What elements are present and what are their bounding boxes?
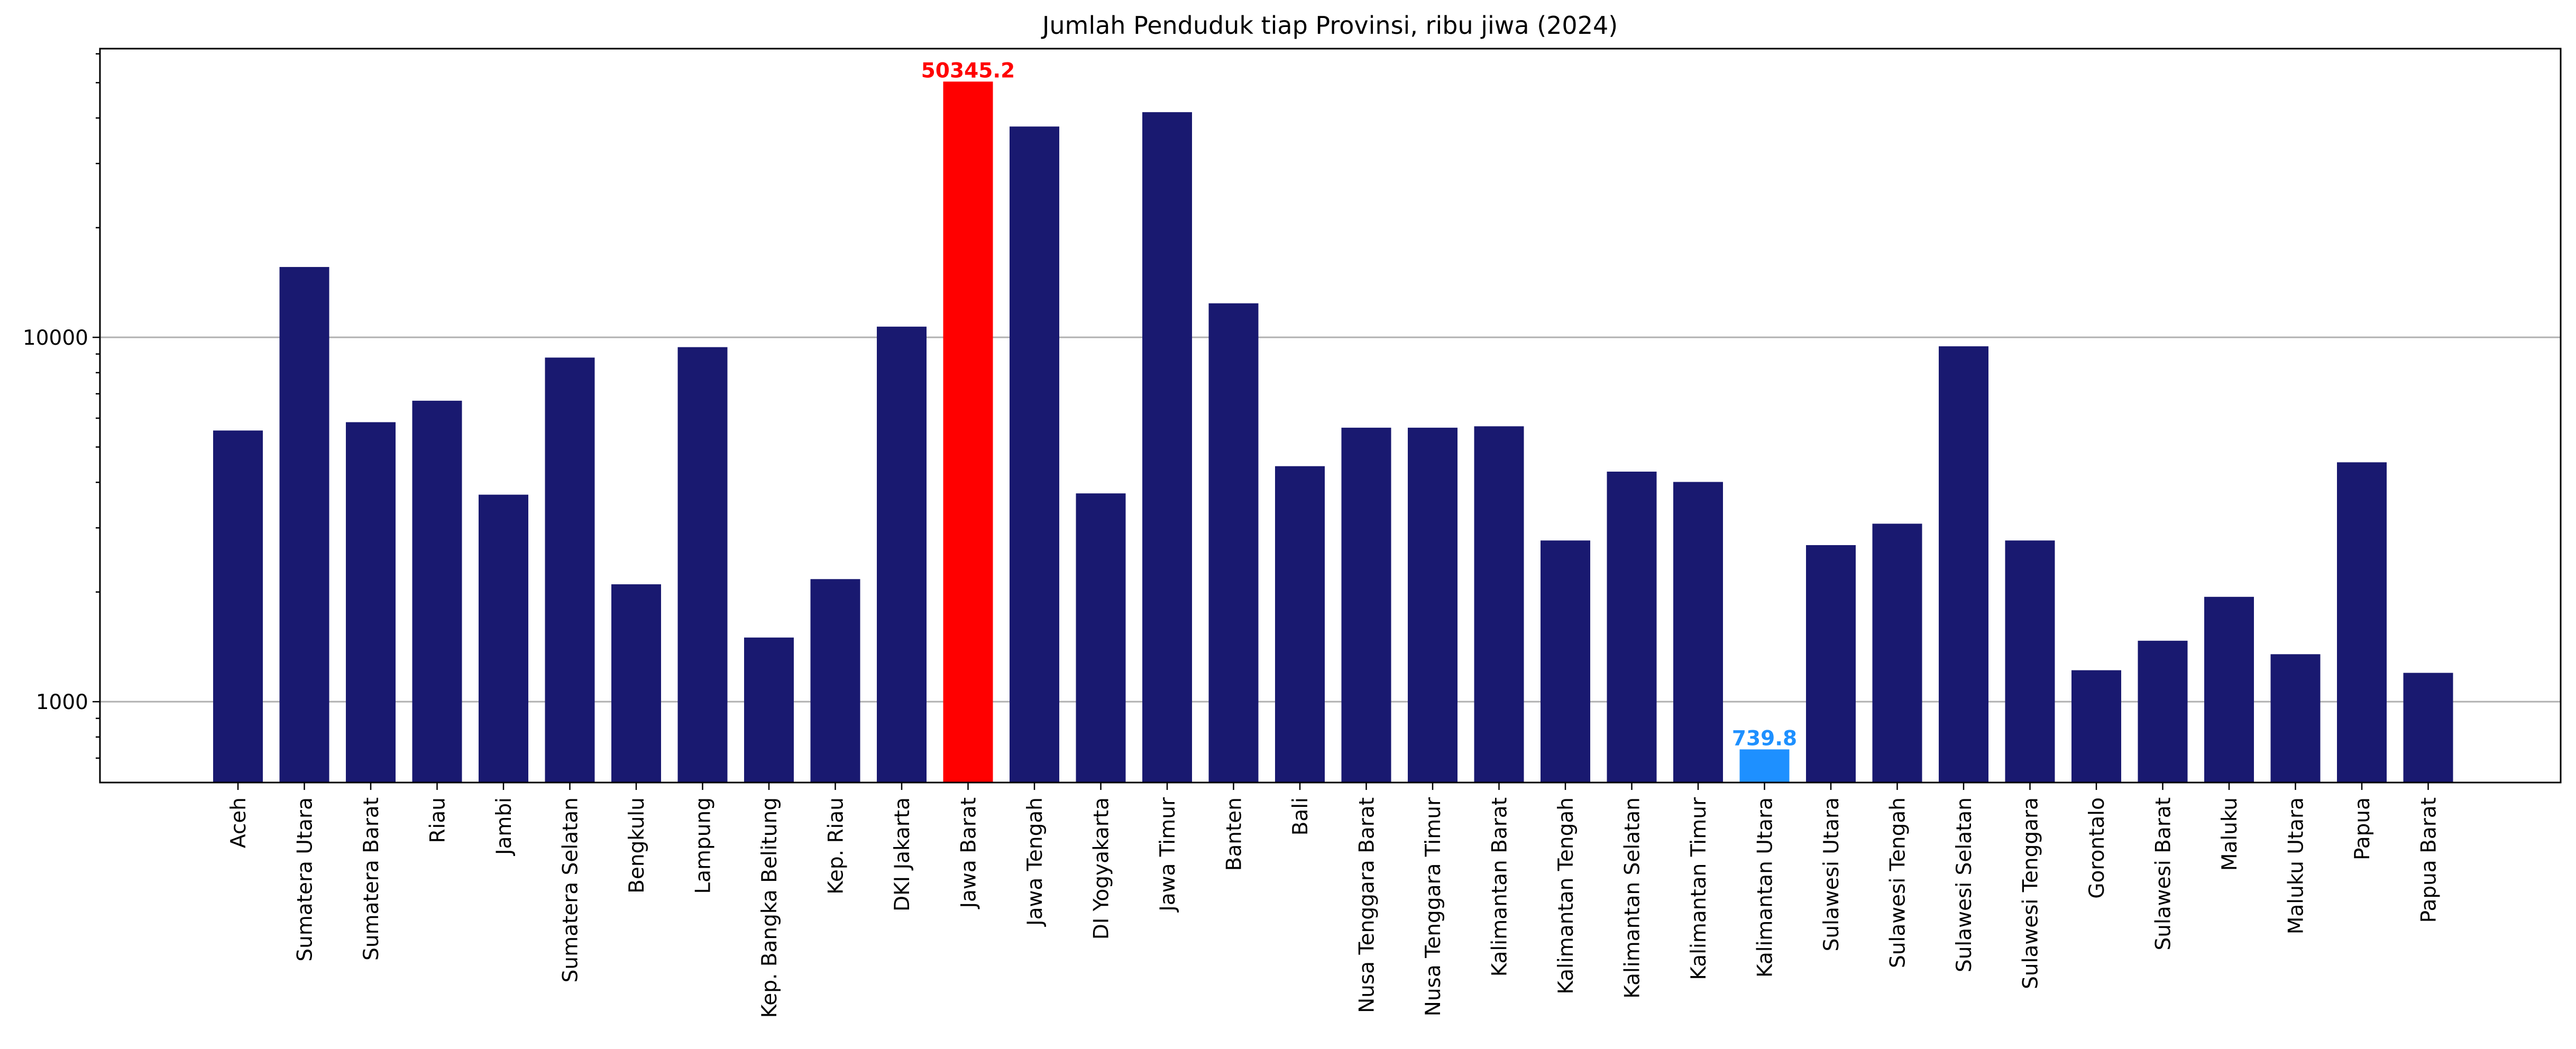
bar (1142, 112, 1192, 783)
bar (1939, 346, 1988, 783)
y-tick-label: 10000 (23, 326, 88, 350)
x-tick-label: Maluku (2218, 797, 2242, 871)
x-tick-label: Kalimantan Timur (1687, 797, 1711, 980)
plot-frame (99, 48, 2562, 784)
x-tick-label: Nusa Tenggara Timur (1422, 797, 1445, 1016)
bar (1806, 545, 1856, 783)
x-tick-label: Jambi (492, 797, 516, 857)
bar (2270, 654, 2321, 783)
x-tick-label: Jawa Timur (1156, 797, 1180, 913)
bar (744, 637, 794, 783)
axes: 1000 10000 Aceh Sumatera Utara Sumatera Bara… (23, 48, 2562, 1018)
bar (810, 579, 860, 783)
bar (2005, 540, 2055, 783)
grid-lines (100, 336, 2561, 703)
x-tick-label: Sulawesi Tenggara (2019, 797, 2043, 989)
x-tick-label: Sumatera Barat (360, 797, 383, 961)
bar (1541, 540, 1590, 783)
bar (2071, 670, 2121, 783)
bar (1208, 303, 1259, 783)
bar (2403, 673, 2453, 783)
x-tick-label: Sulawesi Barat (2152, 797, 2176, 951)
x-tick-label: Sulawesi Selatan (1952, 797, 1976, 972)
x-tick-label: Riau (426, 797, 450, 843)
x-tick-label: Sumatera Selatan (559, 797, 583, 982)
bar (677, 347, 728, 783)
bar (213, 430, 263, 783)
x-tick-label: Kalimantan Selatan (1621, 797, 1645, 999)
x-tick-label: Kep. Riau (824, 797, 848, 895)
bar (611, 584, 661, 783)
bar (1673, 482, 1723, 783)
bar (943, 81, 993, 783)
bar (1076, 493, 1126, 783)
bar (545, 357, 595, 783)
bar (1607, 472, 1657, 783)
bar (346, 422, 396, 783)
x-tick-label: Papua Barat (2417, 797, 2441, 923)
bar (1341, 427, 1391, 783)
bar (1275, 466, 1325, 783)
x-tick-label: Kalimantan Tengah (1554, 797, 1578, 995)
chart-title: Jumlah Penduduk tiap Provinsi, ribu jiwa… (1041, 11, 1618, 40)
bar (279, 266, 329, 783)
x-tick-label: Kalimantan Barat (1488, 797, 1512, 977)
bar (1010, 126, 1059, 783)
bar (2204, 596, 2254, 783)
bar (2138, 640, 2188, 783)
x-tick-label: Kalimantan Utara (1754, 797, 1777, 978)
x-tick-label: Kep. Bangka Belitung (758, 797, 782, 1018)
bar (1872, 523, 1922, 783)
bar (1739, 749, 1790, 783)
x-tick-label: Sulawesi Tengah (1886, 797, 1910, 968)
bar (2337, 462, 2387, 783)
x-tick-label: Bali (1289, 797, 1313, 835)
x-tick-label: Lampung (692, 797, 716, 894)
bar (1474, 426, 1524, 783)
data-labels: 50345.2 739.8 (921, 59, 1798, 750)
y-tick-label: 1000 (36, 691, 88, 714)
bar (1408, 427, 1457, 783)
x-tick-label: Banten (1223, 797, 1246, 871)
x-tick-label: Aceh (227, 797, 251, 848)
bar (877, 326, 927, 783)
x-tick-label: Maluku Utara (2285, 797, 2308, 934)
x-tick-label: Papua (2351, 797, 2375, 860)
x-tick-label: Bengkulu (625, 797, 649, 894)
bar (479, 494, 528, 783)
data-label: 50345.2 (921, 59, 1015, 82)
bars (213, 81, 2453, 783)
x-tick-label: Sulawesi Utara (1820, 797, 1844, 951)
x-tick-label: Jawa Barat (957, 797, 981, 909)
bar (412, 400, 462, 783)
x-tick-label: Jawa Tengah (1023, 797, 1047, 927)
x-tick-label: DKI Jakarta (891, 797, 914, 912)
x-tick-label: DI Yogyakarta (1090, 797, 1114, 940)
x-tick-label: Sumatera Utara (294, 797, 317, 962)
x-tick-label: Nusa Tenggara Barat (1355, 797, 1379, 1013)
x-tick-label: Gorontalo (2085, 797, 2109, 899)
data-label: 739.8 (1732, 726, 1797, 750)
